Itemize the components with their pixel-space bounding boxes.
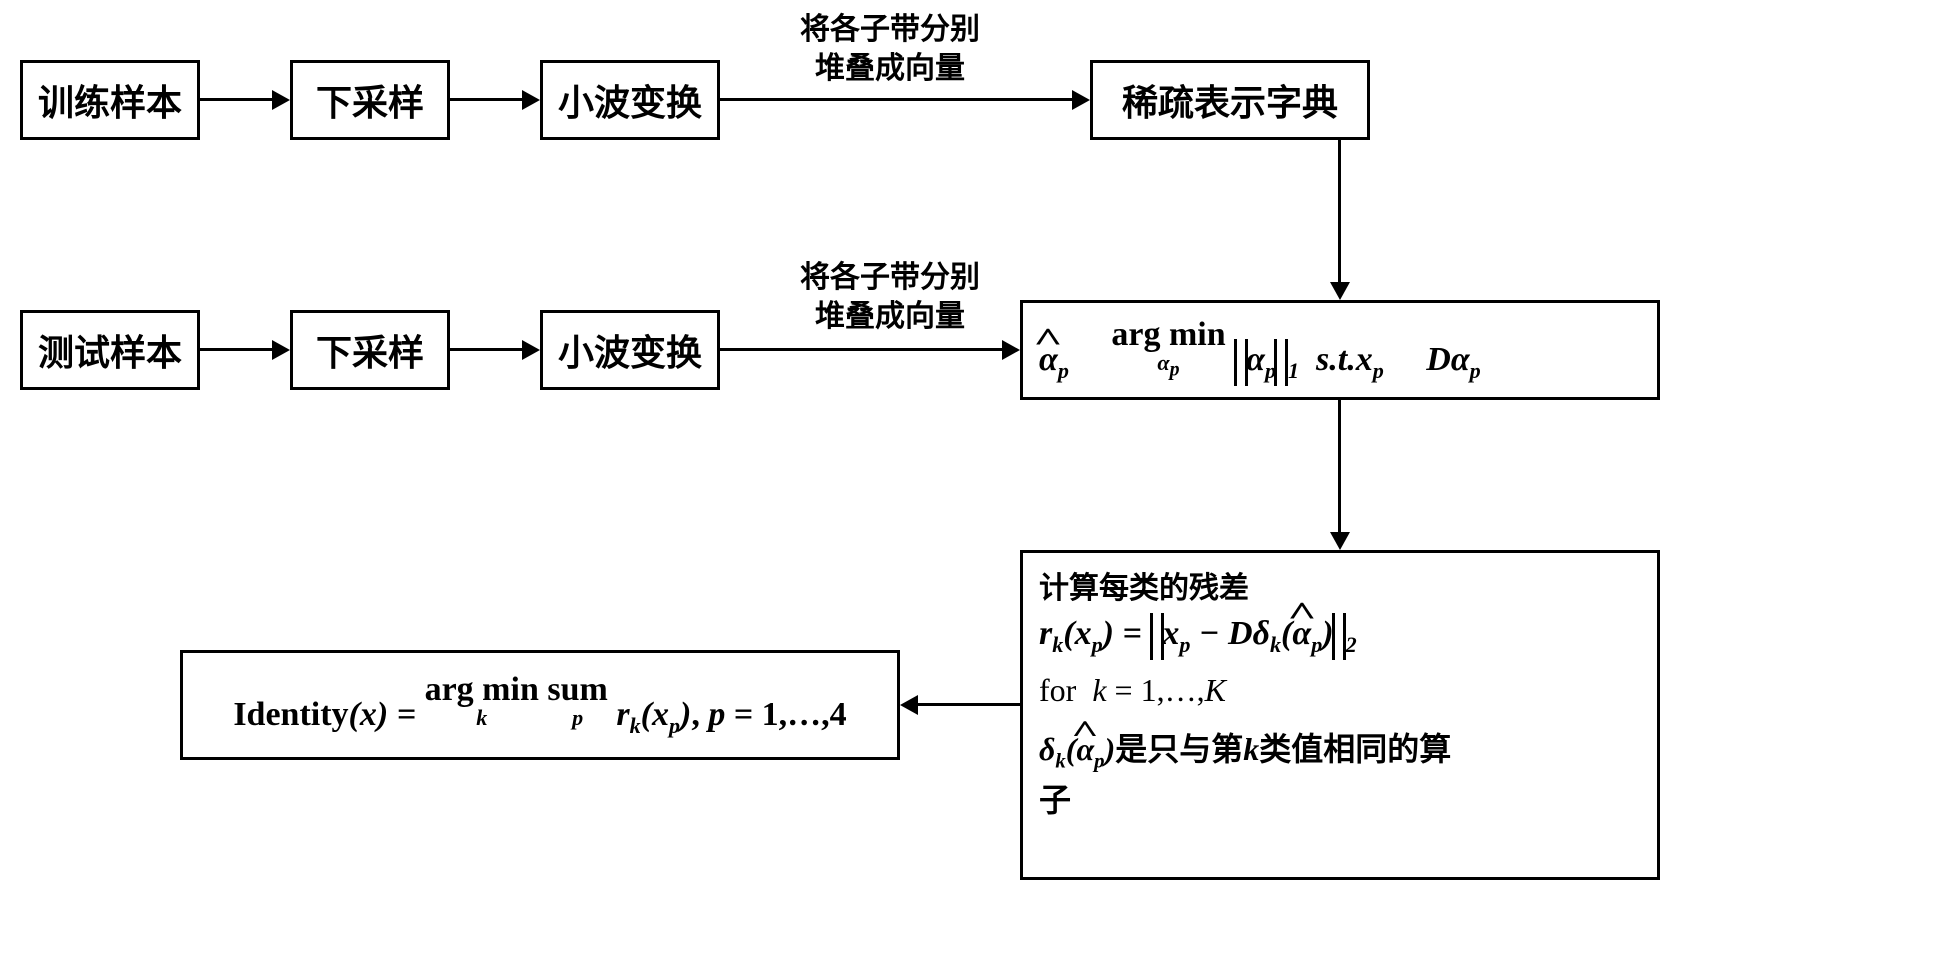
node-label: 小波变换 [558,74,702,126]
formula-residual-box: 计算每类的残差 rk(xp) = xp − Dδk(αp)2 for k = 1… [1020,550,1660,880]
residual-eq: rk(xp) = xp − Dδk(αp)2 [1039,615,1641,658]
arrow-head [272,340,290,360]
edge-label-line: 将各子带分别 [800,13,980,46]
formula-identity-box: Identity(x) = arg mink sump rk(xp), p = … [180,650,900,760]
arrow [200,98,272,101]
node-label: 下采样 [316,74,424,126]
node-train-downsample: 下采样 [290,60,450,140]
arrow-head [900,695,918,715]
formula-identity: Identity(x) = arg mink sump rk(xp), p = … [233,671,846,739]
arrow [918,703,1020,706]
arrow [450,98,522,101]
residual-line1: 计算每类的残差 [1039,563,1641,607]
edge-label-stack-1: 将各子带分别 堆叠成向量 [800,10,980,88]
node-train-sample: 训练样本 [20,60,200,140]
formula-optimize: αp arg minαp αp1 s.t.xp Dαp [1039,316,1481,384]
arrow [1338,140,1341,282]
arrow [720,98,1072,101]
formula-optimize-box: αp arg minαp αp1 s.t.xp Dαp [1020,300,1660,400]
arrow-head [522,340,540,360]
arrow-head [1330,282,1350,300]
edge-label-line: 将各子带分别 [800,261,980,294]
arrow [200,348,272,351]
residual-title: 计算每类的残差 [1039,572,1249,605]
edge-label-line: 堆叠成向量 [815,52,965,85]
node-label: 小波变换 [558,324,702,376]
arrow-head [1330,532,1350,550]
node-label: 训练样本 [38,74,182,126]
arrow [1338,400,1341,532]
arrow-head [1002,340,1020,360]
node-train-wavelet: 小波变换 [540,60,720,140]
arrow [720,348,1002,351]
residual-text-a: 是只与第 [1115,731,1243,767]
node-label: 稀疏表示字典 [1122,74,1338,126]
node-test-downsample: 下采样 [290,310,450,390]
node-test-wavelet: 小波变换 [540,310,720,390]
arrow-head [522,90,540,110]
node-label: 测试样本 [38,324,182,376]
arrow-head [272,90,290,110]
node-test-sample: 测试样本 [20,310,200,390]
node-dict: 稀疏表示字典 [1090,60,1370,140]
arrow-head [1072,90,1090,110]
residual-text-c: 子 [1039,782,1071,818]
residual-for: for k = 1,…,K [1039,672,1641,709]
edge-label-line: 堆叠成向量 [815,300,965,333]
arrow [450,348,522,351]
edge-label-stack-2: 将各子带分别 堆叠成向量 [800,258,980,336]
residual-delta-desc: δk(αp)是只与第k类值相同的算 子 [1039,725,1641,825]
node-label: 下采样 [316,324,424,376]
residual-text-b: 类值相同的算 [1259,731,1451,767]
